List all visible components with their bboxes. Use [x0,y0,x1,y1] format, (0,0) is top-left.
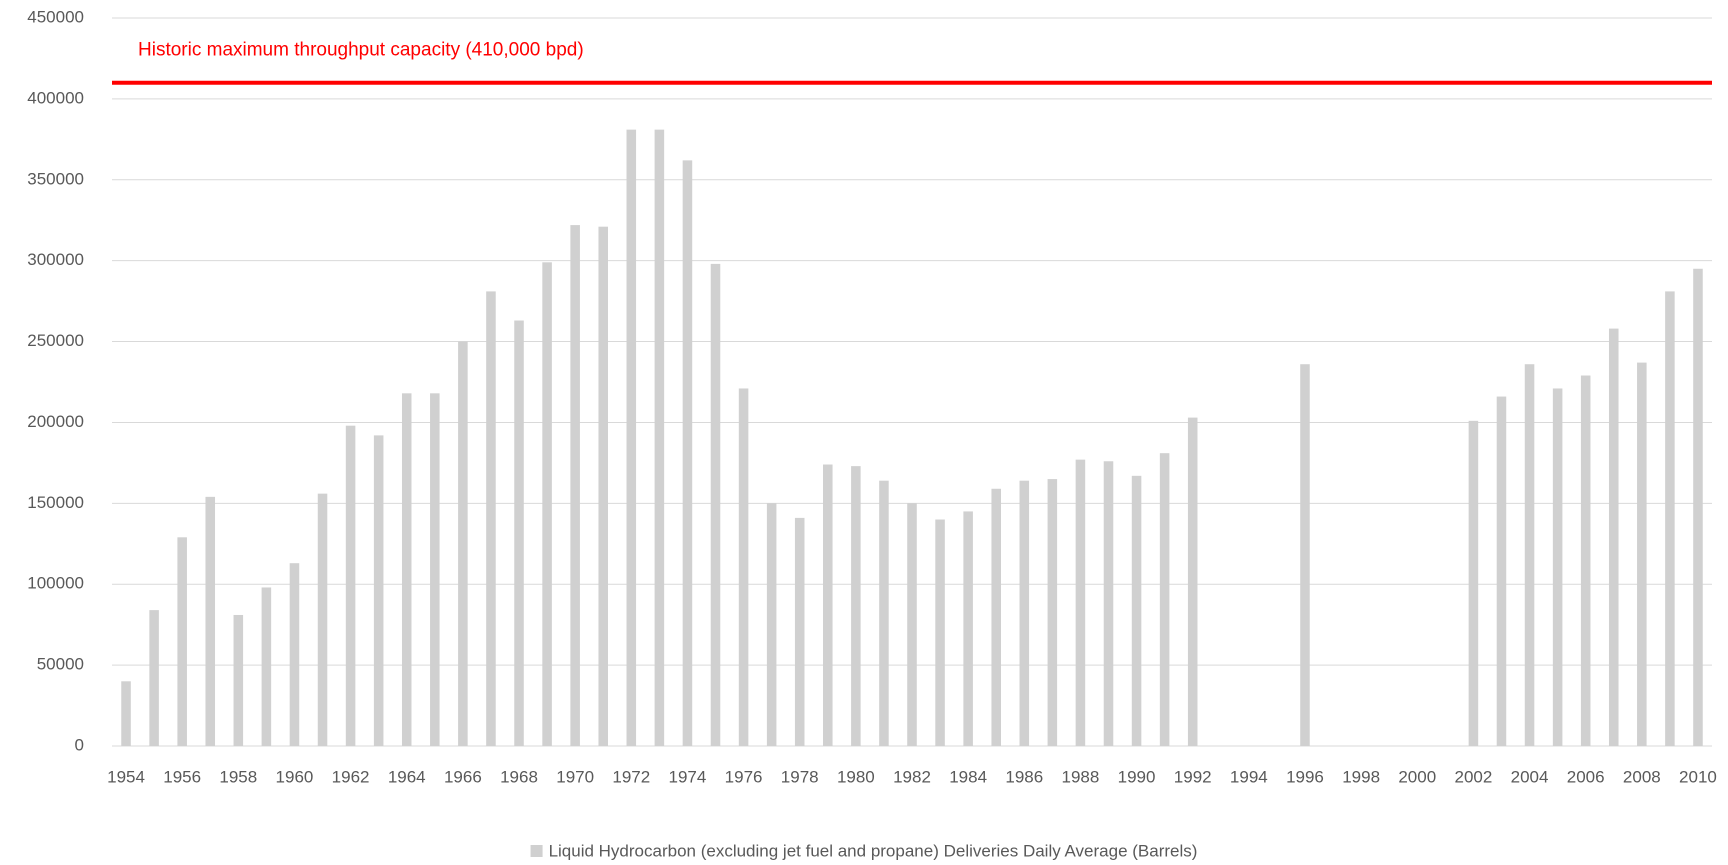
bar [1524,364,1535,746]
bar [1468,420,1479,746]
x-tick-label: 1998 [1342,767,1380,786]
x-tick-label: 1974 [669,767,707,786]
y-tick-label: 350000 [27,169,84,188]
y-tick-label: 250000 [27,331,84,350]
x-tick-label: 1960 [276,767,314,786]
y-tick-label: 200000 [27,412,84,431]
bar [991,488,1001,746]
x-tick-label: 1982 [893,767,931,786]
x-tick-label: 1954 [107,767,145,786]
bar [1552,388,1563,746]
bar [1047,479,1058,746]
legend-swatch [530,845,543,857]
y-tick-label: 50000 [37,655,84,674]
bar [598,226,608,746]
x-tick-label: 1996 [1286,767,1324,786]
bar [289,563,300,746]
x-tick-label: 1984 [949,767,987,786]
bar [317,493,328,746]
x-tick-label: 2004 [1511,767,1549,786]
x-tick-label: 1980 [837,767,875,786]
x-tick-label: 1958 [219,767,257,786]
bar [738,388,749,746]
legend-label: Liquid Hydrocarbon (excluding jet fuel a… [549,841,1198,860]
bar [261,587,272,746]
bar [1608,328,1619,746]
x-tick-label: 1988 [1062,767,1100,786]
bar [1131,475,1142,746]
y-tick-label: 100000 [27,574,84,593]
bar [654,129,665,747]
bar [710,263,721,746]
bar [514,320,524,746]
bar [149,610,159,746]
bar [682,160,693,746]
bar [458,341,468,746]
bar [542,262,552,746]
x-tick-label: 1968 [500,767,538,786]
bar [794,517,805,746]
bar [1693,268,1703,746]
bar [1075,459,1086,746]
x-tick-label: 2006 [1567,767,1605,786]
bar [1637,362,1647,746]
bar [1496,396,1507,746]
y-tick-label: 400000 [27,88,84,107]
y-tick-label: 150000 [27,493,84,512]
bar [1103,461,1114,746]
x-tick-label: 1994 [1230,767,1268,786]
bar [851,466,861,746]
bar [177,537,187,746]
bar [401,393,412,746]
x-tick-label: 1966 [444,767,482,786]
reference-label: Historic maximum throughput capacity (41… [138,40,584,61]
x-tick-label: 1992 [1174,767,1212,786]
x-tick-label: 2002 [1454,767,1492,786]
bar [1300,364,1310,746]
bar [1019,480,1030,746]
bar [823,464,833,746]
x-tick-label: 1962 [332,767,370,786]
bar [1665,291,1675,746]
bar [907,503,917,746]
y-tick-label: 450000 [27,7,84,26]
bar [626,129,637,747]
x-tick-label: 1990 [1118,767,1156,786]
x-tick-label: 2008 [1623,767,1661,786]
x-tick-label: 1978 [781,767,819,786]
x-tick-label: 1964 [388,767,426,786]
y-tick-label: 300000 [27,250,84,269]
bar [935,519,945,746]
x-tick-label: 2010 [1679,767,1717,786]
bar [430,393,440,746]
x-tick-label: 2000 [1398,767,1436,786]
y-tick-label: 0 [75,735,84,754]
bar [486,291,496,746]
bar [1580,375,1591,746]
x-tick-label: 1970 [556,767,594,786]
x-tick-label: 1986 [1005,767,1043,786]
bar [1159,453,1170,746]
bar [373,435,384,746]
bar [1187,417,1198,746]
bar [205,496,216,746]
bar [879,480,889,746]
x-tick-label: 1956 [163,767,201,786]
bar [345,425,356,746]
x-tick-label: 1976 [725,767,763,786]
bar [233,614,244,746]
bar [963,511,973,746]
bar [121,681,131,746]
bar [766,503,777,746]
bar [570,225,580,746]
x-tick-label: 1972 [612,767,650,786]
